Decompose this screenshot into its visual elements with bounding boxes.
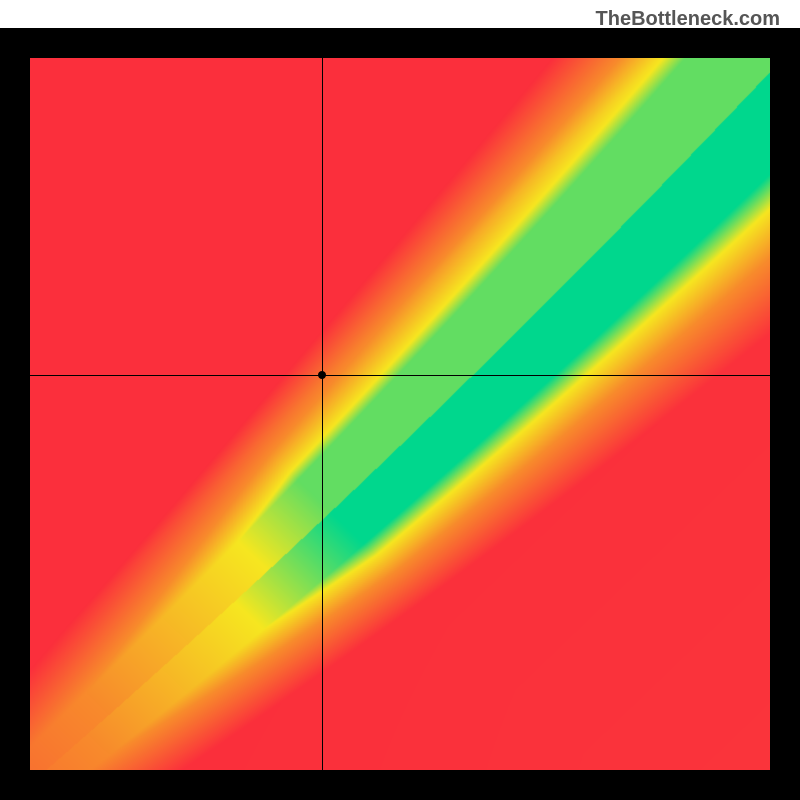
- watermark-text: TheBottleneck.com: [596, 8, 780, 31]
- crosshair-horizontal: [30, 375, 770, 376]
- plot-area: [0, 28, 800, 800]
- crosshair-vertical: [322, 58, 323, 770]
- data-point-marker: [318, 371, 326, 379]
- heatmap-canvas: [30, 58, 770, 770]
- chart-container: TheBottleneck.com: [0, 0, 800, 800]
